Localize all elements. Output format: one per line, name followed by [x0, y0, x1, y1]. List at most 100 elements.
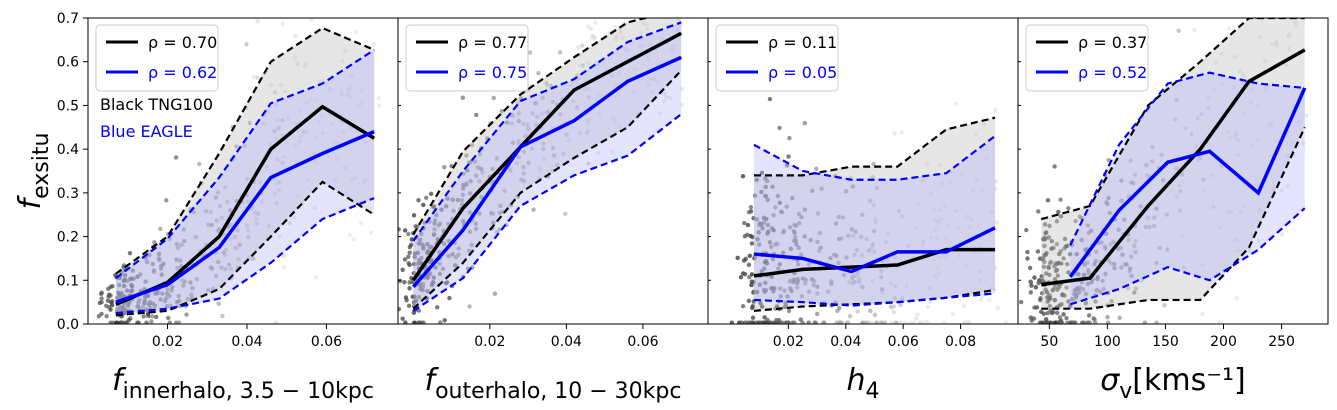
scatter-point [1162, 303, 1167, 308]
scatter-point [729, 320, 735, 324]
scatter-point [774, 317, 779, 323]
scatter-point [1043, 236, 1048, 241]
series-black-lower-line [115, 180, 375, 317]
scatter-point [342, 48, 348, 54]
scatter-point [1055, 273, 1061, 278]
scatter-point [421, 202, 426, 208]
scatter-point [586, 24, 591, 29]
scatter-point [400, 267, 405, 272]
legend-label: ρ = 0.70 [148, 33, 217, 52]
scatter-point [1071, 296, 1076, 302]
scatter-point [1237, 69, 1242, 74]
scatter-point [473, 173, 479, 178]
scatter-point [777, 261, 783, 267]
scatter-point [1227, 135, 1232, 140]
scatter-point [989, 210, 995, 215]
scatter-point [490, 166, 495, 172]
scatter-point [431, 232, 437, 237]
scatter-point [223, 247, 229, 253]
scatter-point [1032, 275, 1037, 280]
scatter-point [1165, 247, 1170, 252]
scatter-point [516, 118, 522, 124]
scatter-point [896, 208, 901, 214]
scatter-point [197, 161, 202, 167]
scatter-point [906, 243, 911, 249]
x-axis-title-base: h [846, 363, 865, 398]
scatter-point [467, 304, 472, 309]
scatter-point [438, 320, 443, 324]
series-band-blue [1070, 72, 1305, 305]
scatter-point [1231, 84, 1236, 90]
scatter-point [1301, 141, 1306, 146]
scatter-point [669, 47, 675, 52]
scatter-point [869, 245, 874, 251]
scatter-point [285, 115, 291, 120]
scatter-point [1040, 255, 1046, 261]
scatter-point [280, 117, 285, 123]
scatter-point [1042, 222, 1048, 227]
scatter-point [759, 170, 765, 176]
scatter-point [1083, 291, 1089, 297]
scatter-point [738, 274, 744, 280]
scatter-point [1062, 236, 1068, 242]
scatter-point [865, 320, 871, 324]
scatter-point [363, 140, 368, 145]
scatter-point [1052, 297, 1057, 303]
scatter-point [1086, 313, 1092, 318]
scatter-point [1133, 286, 1139, 291]
scatter-point [244, 223, 250, 228]
scatter-point [980, 187, 985, 193]
scatter-point [292, 55, 298, 60]
scatter-point [746, 262, 752, 268]
scatter-point [777, 200, 783, 205]
scatter-point [538, 168, 543, 173]
scatter-point [1027, 265, 1033, 271]
scatter-point [745, 222, 751, 228]
scatter-point [144, 320, 149, 324]
scatter-point [416, 198, 421, 203]
scatter-point [917, 320, 923, 324]
scatter-point [867, 198, 873, 203]
scatter-point [459, 198, 465, 203]
scatter-point [868, 308, 873, 314]
scatter-point [1256, 238, 1262, 244]
scatter-point [1091, 316, 1096, 321]
scatter-point [410, 294, 415, 299]
scatter-point [352, 175, 358, 181]
scatter-point [272, 192, 277, 197]
scatter-point [791, 229, 797, 234]
scatter-point [932, 227, 938, 233]
scatter-point [1206, 105, 1211, 110]
scatter-point [174, 257, 179, 262]
scatter-point [947, 180, 952, 186]
scatter-point [592, 35, 597, 40]
scatter-point [247, 255, 252, 260]
scatter-point [330, 122, 335, 127]
scatter-point [1111, 239, 1116, 245]
scatter-point [316, 79, 322, 84]
scatter-point [775, 193, 781, 199]
scatter-point [1054, 241, 1060, 247]
scatter-point [614, 13, 618, 17]
scatter-point [1127, 266, 1133, 271]
scatter-point [1064, 285, 1069, 290]
scatter-point [1255, 102, 1260, 108]
scatter-point [793, 235, 798, 240]
scatter-point [892, 296, 898, 301]
scatter-point [272, 129, 277, 134]
scatter-point [467, 210, 473, 215]
scatter-point [163, 296, 169, 301]
scatter-point [494, 156, 499, 161]
scatter-point [1100, 278, 1105, 284]
scatter-point [814, 311, 820, 317]
plot-area [96, 18, 382, 324]
scatter-point [1138, 204, 1143, 209]
scatter-point [1041, 264, 1047, 270]
scatter-point [109, 302, 115, 308]
x-tick-label: 0.06 [888, 334, 919, 350]
scatter-point [1082, 262, 1087, 267]
scatter-point [173, 155, 179, 160]
scatter-point [540, 95, 545, 101]
scatter-point [617, 124, 622, 129]
scatter-point [969, 216, 974, 222]
